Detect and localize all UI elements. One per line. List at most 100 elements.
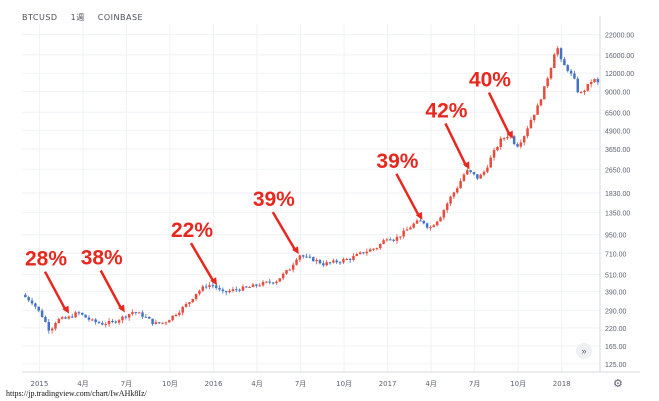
candle-body [345, 259, 349, 261]
candle-body [519, 142, 523, 147]
candle-body [111, 321, 114, 323]
candle-body [241, 286, 245, 291]
candle-body [151, 318, 154, 325]
candle-body [466, 170, 469, 175]
y-tick-label: 6500.00 [605, 110, 630, 117]
candle-body [194, 293, 198, 299]
candle-body [238, 289, 241, 291]
interval-label: 1週 [70, 13, 85, 22]
x-tick-label: 2017 [379, 380, 397, 388]
candle-body [198, 290, 201, 294]
candle-body [57, 318, 61, 324]
candle-body [576, 78, 580, 93]
annotation-label: 39% [253, 188, 295, 211]
candle-body [231, 289, 235, 291]
annotations: 28% 38% 22% 39% 39% 42%40% [25, 69, 513, 314]
candle-body [419, 220, 422, 222]
y-tick-label: 950.00 [605, 233, 627, 240]
candle-body [322, 263, 325, 266]
candle-body [285, 270, 288, 274]
candle-body [54, 323, 57, 329]
candle-body [489, 157, 492, 168]
y-tick-label: 1350.00 [605, 210, 630, 217]
annotation-label: 40% [469, 69, 511, 92]
candle-body [184, 303, 188, 307]
x-tick-label: 4月 [425, 380, 436, 388]
candle-body [435, 221, 439, 226]
x-tick-label: 2018 [553, 380, 571, 388]
candle-body [147, 316, 151, 319]
candle-body [40, 310, 44, 318]
candle-body [573, 73, 576, 79]
y-tick-label: 4900.00 [605, 128, 630, 135]
candle-body [399, 236, 402, 238]
candle-body [268, 281, 272, 283]
candle-body [378, 243, 382, 249]
candle-body [563, 59, 566, 66]
candle-body [44, 317, 47, 322]
y-tick-label: 16000.00 [605, 53, 634, 60]
candle-body [553, 54, 556, 69]
candle-body [486, 167, 489, 172]
candle-body [60, 317, 64, 319]
candle-body [308, 256, 312, 258]
annotation-arrow [487, 92, 512, 137]
candle-body [305, 256, 308, 258]
x-tick-label: 4月 [77, 380, 88, 388]
candle-body [94, 319, 97, 323]
candle-body [261, 282, 265, 286]
candle-body [469, 170, 472, 172]
annotation-label: 22% [171, 219, 213, 242]
candle-body [372, 248, 375, 250]
candle-body [137, 312, 141, 314]
annotation-label: 39% [376, 150, 418, 173]
candle-body [34, 303, 37, 307]
candle-body [472, 171, 476, 175]
candle-body [121, 316, 124, 321]
y-tick-label: 1830.00 [605, 191, 630, 198]
annotation-label: 28% [25, 248, 67, 271]
annotation-arrowhead [210, 277, 217, 286]
candle-body [221, 289, 225, 292]
y-tick-label: 3650.00 [605, 147, 630, 154]
candle-body [348, 259, 352, 261]
annotation-arrow [43, 271, 68, 312]
candle-body [255, 284, 258, 286]
candle-body [181, 306, 184, 313]
candle-body [188, 302, 191, 304]
candle-body [77, 312, 81, 314]
candle-body [482, 171, 486, 175]
annotation-label: 42% [425, 99, 467, 122]
candle-body [526, 128, 529, 137]
candle-body [235, 289, 238, 291]
symbol-label: BTCUSD [22, 13, 58, 22]
candle-body [298, 255, 302, 260]
candle-body [459, 181, 462, 189]
candle-body [134, 312, 138, 314]
candle-body [161, 322, 164, 324]
candle-body [37, 306, 40, 311]
candle-body [67, 316, 71, 319]
gear-icon[interactable]: ⚙ [613, 378, 623, 390]
candle-body [114, 321, 117, 323]
candle-body [328, 262, 332, 264]
candle-body [559, 48, 563, 60]
candle-body [164, 322, 168, 324]
x-tick-label: 7月 [469, 380, 480, 388]
candle-body [425, 223, 429, 228]
x-tick-label: 7月 [121, 380, 132, 388]
candle-body [335, 260, 338, 263]
y-tick-label: 510.00 [605, 272, 627, 279]
grid-lines [22, 24, 600, 372]
candle-body [295, 259, 298, 265]
candle-body [338, 262, 342, 264]
candle-body [228, 290, 231, 293]
candle-body [141, 312, 144, 317]
candle-body [579, 92, 583, 94]
candle-body [382, 240, 385, 244]
double-chevron-down-icon[interactable]: » [576, 343, 592, 359]
candle-body [168, 320, 171, 323]
candle-body [389, 239, 392, 241]
candle-body [355, 254, 359, 256]
